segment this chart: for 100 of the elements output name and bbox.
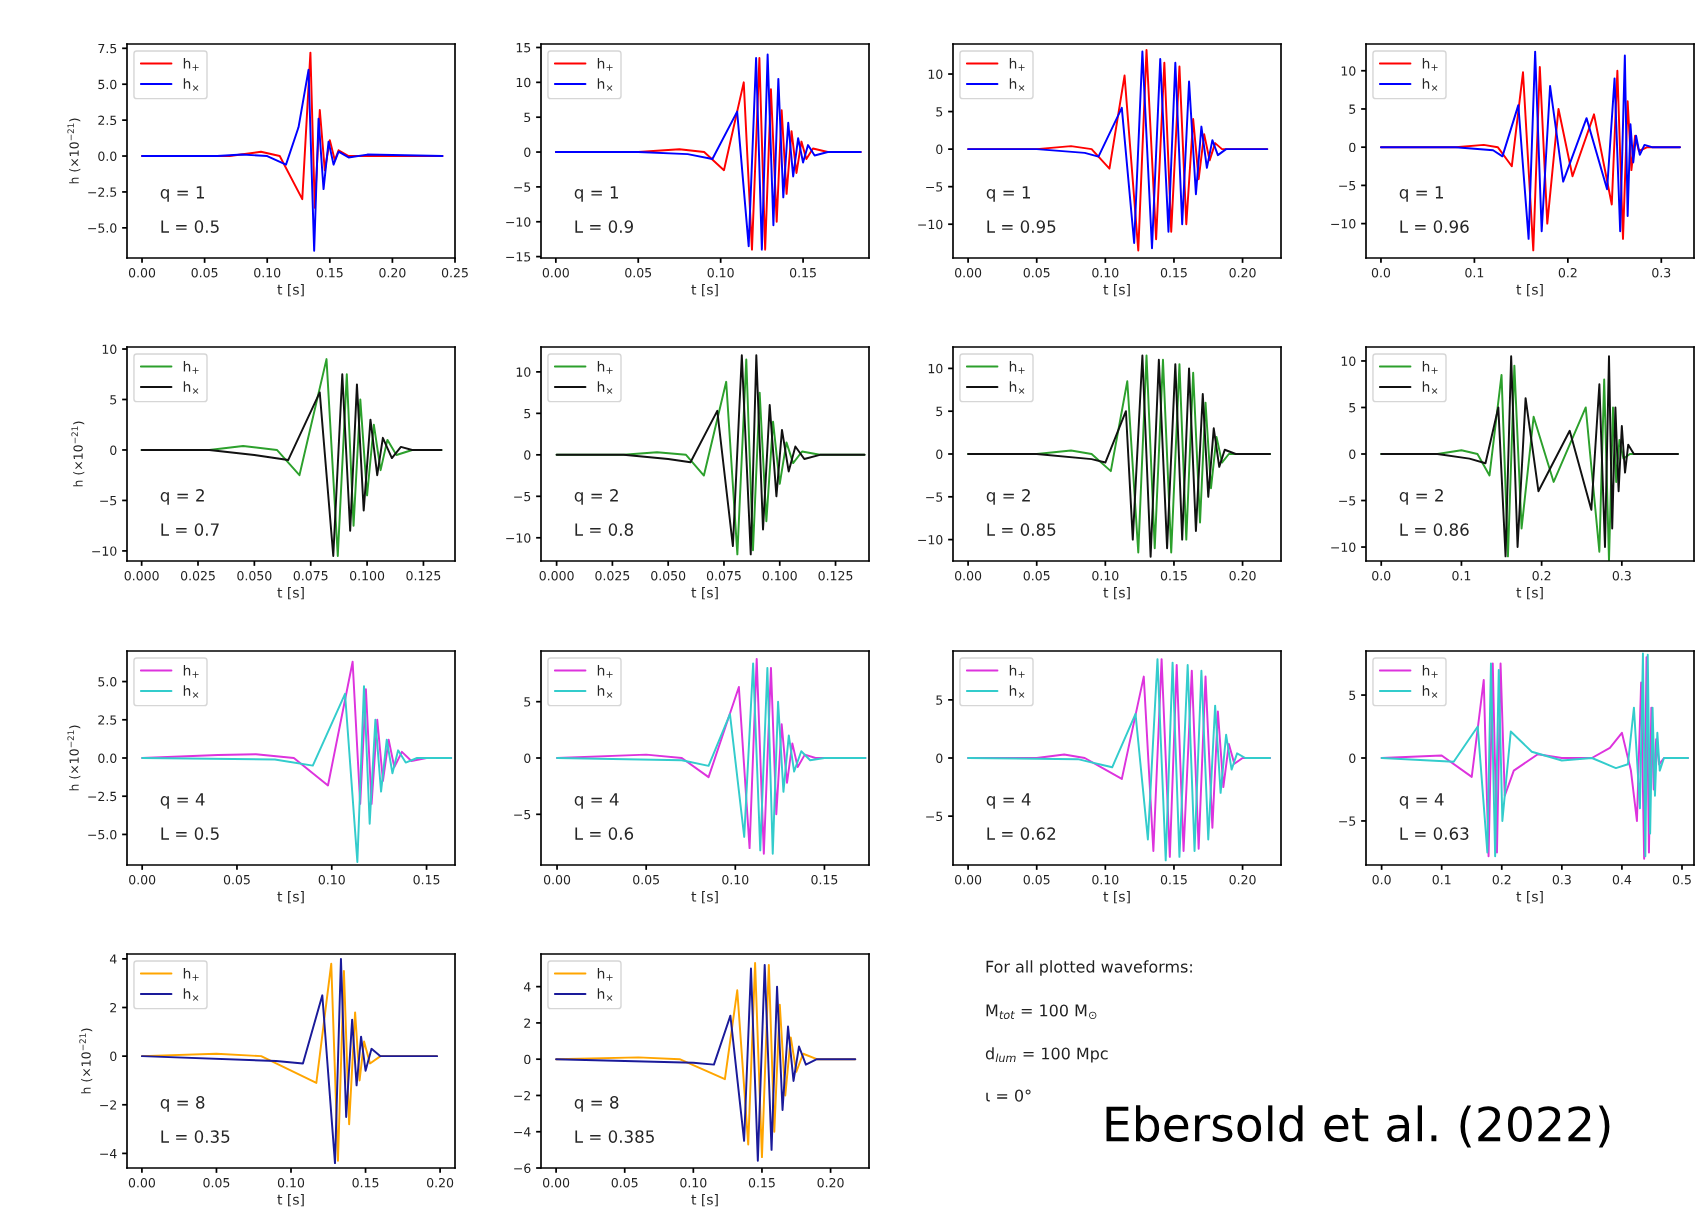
legend-label: h$_{×}$ xyxy=(183,685,199,698)
y-tick-label: −10 xyxy=(918,535,943,545)
y-tick-label: −5 xyxy=(514,182,531,192)
x-tick-label: 0.15 xyxy=(352,1177,379,1188)
y-tick-label: 5 xyxy=(1349,690,1356,700)
x-tick-label: 0.05 xyxy=(625,267,652,278)
y-tick-label: −5.0 xyxy=(88,829,117,840)
y-tick-label: −2.5 xyxy=(88,187,117,197)
x-tick-label: 0.20 xyxy=(1229,874,1256,885)
y-tick-label: 5 xyxy=(936,695,943,705)
annotation: L = 0.96 xyxy=(1400,220,1469,233)
legend-label: h$_{×}$ xyxy=(597,988,613,1001)
x-tick-label: 0.05 xyxy=(1023,874,1050,885)
y-tick-label: 0 xyxy=(936,144,943,155)
y-tick-label: 2.5 xyxy=(98,715,117,725)
y-tick-label: 10 xyxy=(1341,66,1356,76)
y-tick-label: −5 xyxy=(514,809,531,820)
x-tick-label: 0.00 xyxy=(543,874,571,885)
x-tick-label: 0.3 xyxy=(1612,570,1631,581)
y-tick-label: 0 xyxy=(524,753,531,763)
text: ι = 0° xyxy=(986,1089,1031,1102)
y-tick-label: −10 xyxy=(92,546,117,556)
y-tick-label: 2.5 xyxy=(98,115,117,126)
y-tick-label: −5 xyxy=(1339,181,1356,191)
x-tick-label: 0.0 xyxy=(1372,874,1391,885)
x-axis-title: t [s] xyxy=(1516,283,1543,297)
x-tick-label: 0.20 xyxy=(1229,267,1256,278)
x-tick-label: 0.05 xyxy=(1023,570,1050,581)
x-tick-label: 0.20 xyxy=(817,1177,844,1188)
y-tick-label: 0 xyxy=(110,445,117,455)
y-axis-title: h (×10$^{−21}$) xyxy=(71,421,85,487)
y-tick-label: 0 xyxy=(110,1051,117,1062)
y-tick-label: 5 xyxy=(936,107,943,117)
y-tick-label: −10 xyxy=(506,217,531,227)
x-axis-title: t [s] xyxy=(691,586,718,600)
annotation: q = 1 xyxy=(986,186,1031,202)
line-series xyxy=(141,685,453,863)
legend-label: h$_{+}$ xyxy=(1422,664,1438,678)
x-tick-label: 0.10 xyxy=(1092,570,1119,581)
legend-label: h$_{+}$ xyxy=(597,967,613,981)
y-tick-label: 5 xyxy=(1349,403,1356,413)
x-tick-label: 0.0 xyxy=(1372,570,1391,581)
y-tick-label: −5 xyxy=(1339,496,1356,506)
y-tick-label: −5.0 xyxy=(88,223,117,233)
annotation: L = 0.5 xyxy=(161,220,219,233)
x-tick-label: 0.100 xyxy=(762,570,797,581)
legend-label: h$_{+}$ xyxy=(183,57,199,71)
x-tick-label: 0.00 xyxy=(955,267,982,278)
annotation: q = 1 xyxy=(160,186,205,202)
legend-label: h$_{+}$ xyxy=(1422,360,1438,374)
annotation: L = 0.385 xyxy=(575,1130,654,1143)
y-tick-label: 0 xyxy=(524,1054,531,1065)
x-axis-title: t [s] xyxy=(1516,890,1543,904)
annotation: q = 4 xyxy=(986,793,1031,809)
x-tick-label: 0.2 xyxy=(1558,267,1577,278)
x-tick-label: 0.000 xyxy=(124,570,159,581)
x-tick-label: 0.2 xyxy=(1532,570,1551,581)
legend-label: h$_{×}$ xyxy=(183,381,199,394)
y-tick-label: 5 xyxy=(524,408,531,419)
y-tick-label: 5 xyxy=(524,112,531,123)
y-tick-label: −5 xyxy=(926,182,943,192)
x-tick-label: 0.15 xyxy=(811,874,838,885)
y-tick-label: 0 xyxy=(1349,142,1356,153)
x-tick-label: 0.10 xyxy=(1092,267,1119,278)
x-tick-label: 0.15 xyxy=(789,267,816,278)
annotation: L = 0.5 xyxy=(161,827,219,840)
y-tick-label: −6 xyxy=(514,1163,531,1173)
y-tick-label: −2 xyxy=(100,1100,117,1110)
x-tick-label: 0.075 xyxy=(293,570,328,581)
x-tick-label: 0.075 xyxy=(706,570,741,581)
annotation: L = 0.9 xyxy=(575,220,633,233)
x-tick-label: 0.000 xyxy=(539,570,574,581)
x-tick-label: 0.4 xyxy=(1612,874,1632,885)
annotation: q = 2 xyxy=(1399,489,1443,505)
x-tick-label: 0.00 xyxy=(542,267,569,278)
text: Ebersold et al. (2022) xyxy=(1106,1105,1610,1148)
text: d$_{lum}$ = 100 Mpc xyxy=(985,1047,1108,1063)
x-axis-title: t [s] xyxy=(1103,586,1130,600)
annotation: q = 1 xyxy=(1399,186,1444,202)
x-tick-label: 0.10 xyxy=(707,267,734,278)
annotation: L = 0.85 xyxy=(987,523,1056,536)
y-axis-title: h (×10$^{−21}$) xyxy=(79,1028,93,1094)
x-axis-title: t [s] xyxy=(277,1193,304,1207)
x-axis-title: t [s] xyxy=(691,1193,718,1207)
y-tick-label: −15 xyxy=(506,252,531,262)
y-tick-label: −2 xyxy=(514,1090,531,1101)
legend-label: h$_{×}$ xyxy=(597,685,613,698)
x-tick-label: 0.05 xyxy=(203,1177,230,1188)
x-tick-label: 0.05 xyxy=(191,267,218,278)
annotation: q = 8 xyxy=(160,1096,205,1112)
annotation: L = 0.86 xyxy=(1400,523,1469,536)
y-tick-label: 5 xyxy=(936,406,943,417)
x-tick-label: 0.15 xyxy=(1160,267,1187,278)
x-tick-label: 0.1 xyxy=(1452,570,1471,581)
legend-label: h$_{+}$ xyxy=(597,360,613,374)
legend-label: h$_{×}$ xyxy=(1009,685,1025,698)
legend-label: h$_{+}$ xyxy=(1422,57,1438,71)
annotation: q = 4 xyxy=(574,793,619,809)
x-tick-label: 0.025 xyxy=(595,570,630,581)
legend-label: h$_{+}$ xyxy=(183,664,199,678)
